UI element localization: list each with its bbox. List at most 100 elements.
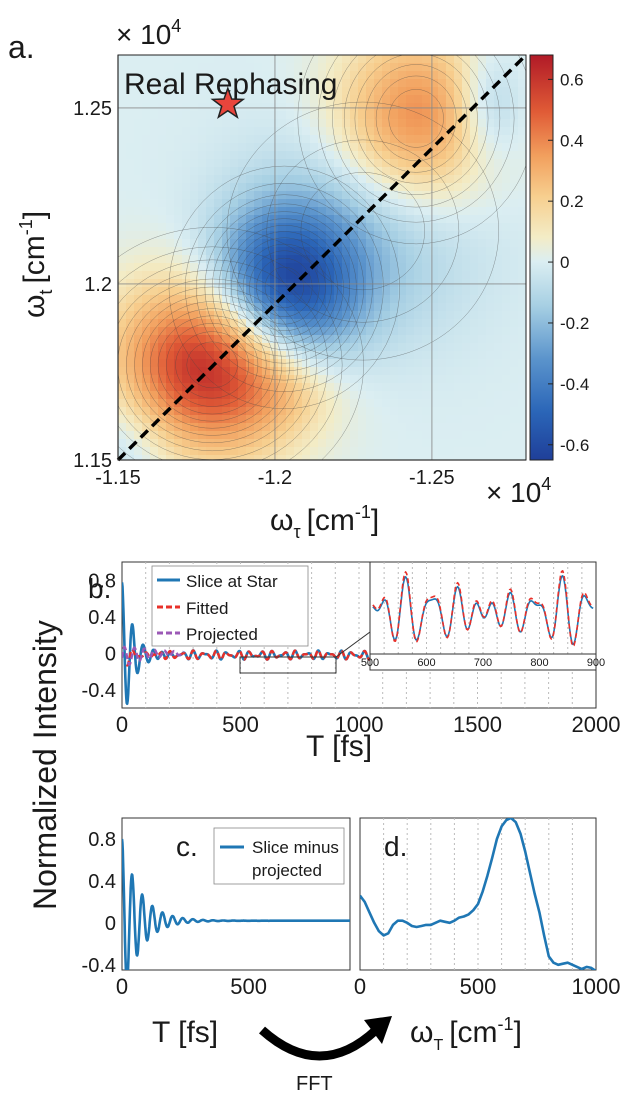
heatmap-cell (422, 135, 431, 144)
heatmap-cell (150, 335, 159, 344)
heatmap-x-multiplier: × 104 (486, 474, 551, 508)
heatmap-cell (310, 199, 319, 208)
heatmap-cell (518, 335, 526, 344)
heatmap-cell (478, 135, 487, 144)
heatmap-cell (510, 351, 519, 360)
heatmap-cell (430, 455, 439, 460)
heatmap-cell (406, 375, 415, 384)
heatmap-cell (350, 87, 359, 96)
heatmap-cell (350, 231, 359, 240)
heatmap-cell (422, 111, 431, 120)
heatmap-cell (334, 151, 343, 160)
heatmap-cell (126, 311, 135, 320)
heatmap-cell (366, 159, 375, 168)
heatmap-cell (422, 399, 431, 408)
heatmap-cell (246, 239, 255, 248)
heatmap-cell (478, 175, 487, 184)
heatmap-cell (390, 287, 399, 296)
heatmap-cell (398, 327, 407, 336)
heatmap-cell (366, 151, 375, 160)
heatmap-cell (254, 127, 263, 136)
heatmap-cell (142, 359, 151, 368)
heatmap-cell (254, 151, 263, 160)
heatmap-cell (126, 439, 135, 448)
heatmap-cell (414, 183, 423, 192)
heatmap-cell (326, 151, 335, 160)
heatmap-cell (254, 391, 263, 400)
heatmap-cell (262, 143, 271, 152)
heatmap-cell (446, 255, 455, 264)
heatmap-cell (414, 311, 423, 320)
heatmap-cell (326, 55, 335, 64)
heatmap-cell (438, 319, 447, 328)
heatmap-cell (350, 423, 359, 432)
heatmap-cell (254, 191, 263, 200)
heatmap-cell (494, 431, 503, 440)
heatmap-cell (326, 159, 335, 168)
heatmap-cell (494, 359, 503, 368)
heatmap-cell (414, 119, 423, 128)
heatmap-cell (158, 407, 167, 416)
heatmap-cell (438, 63, 447, 72)
heatmap-cell (302, 207, 311, 216)
heatmap-cell (246, 319, 255, 328)
heatmap-cell (158, 423, 167, 432)
heatmap-cell (510, 359, 519, 368)
heatmap-cell (318, 111, 327, 120)
heatmap-cell (358, 351, 367, 360)
heatmap-cell (430, 415, 439, 424)
heatmap-cell (286, 391, 295, 400)
heatmap-cell (254, 239, 263, 248)
heatmap-cell (470, 167, 479, 176)
heatmap-cell (198, 311, 207, 320)
heatmap-cell (502, 455, 511, 460)
heatmap-cell (294, 119, 303, 128)
heatmap-cell (198, 407, 207, 416)
heatmap-cell (510, 327, 519, 336)
heatmap-cell (406, 191, 415, 200)
heatmap-cell (166, 175, 175, 184)
heatmap-cell (286, 375, 295, 384)
heatmap-cell (142, 127, 151, 136)
heatmap-cell (174, 415, 183, 424)
heatmap-cell (206, 359, 215, 368)
heatmap-cell (462, 439, 471, 448)
heatmap-cell (454, 143, 463, 152)
heatmap-cell (286, 447, 295, 456)
heatmap-cell (214, 263, 223, 272)
heatmap-cell (350, 351, 359, 360)
heatmap-cell (470, 175, 479, 184)
heatmap-cell (302, 71, 311, 80)
heatmap-cell (278, 119, 287, 128)
heatmap-cell (326, 111, 335, 120)
heatmap-cell (246, 191, 255, 200)
heatmap-cell (342, 127, 351, 136)
heatmap-cell (158, 239, 167, 248)
heatmap-cell (502, 335, 511, 344)
heatmap-cell (518, 223, 526, 232)
x-tick-label: 500 (230, 974, 267, 999)
legend-label-line1: Slice minus (252, 838, 339, 857)
heatmap-cell (454, 199, 463, 208)
heatmap-cell (358, 135, 367, 144)
heatmap-cell (206, 215, 215, 224)
heatmap-cell (390, 295, 399, 304)
heatmap-cell (366, 407, 375, 416)
heatmap-cell (198, 295, 207, 304)
heatmap-cell (374, 223, 383, 232)
heatmap-cell (238, 111, 247, 120)
heatmap-cell (238, 119, 247, 128)
heatmap-cell (486, 167, 495, 176)
heatmap-cell (462, 295, 471, 304)
heatmap-cell (262, 439, 271, 448)
heatmap-cell (134, 415, 143, 424)
heatmap-cell (118, 191, 127, 200)
heatmap-cell (214, 455, 223, 460)
heatmap-cell (190, 447, 199, 456)
heatmap-cell (342, 311, 351, 320)
heatmap-cell (278, 311, 287, 320)
heatmap-cell (206, 263, 215, 272)
heatmap-cell (494, 175, 503, 184)
heatmap-cell (278, 167, 287, 176)
